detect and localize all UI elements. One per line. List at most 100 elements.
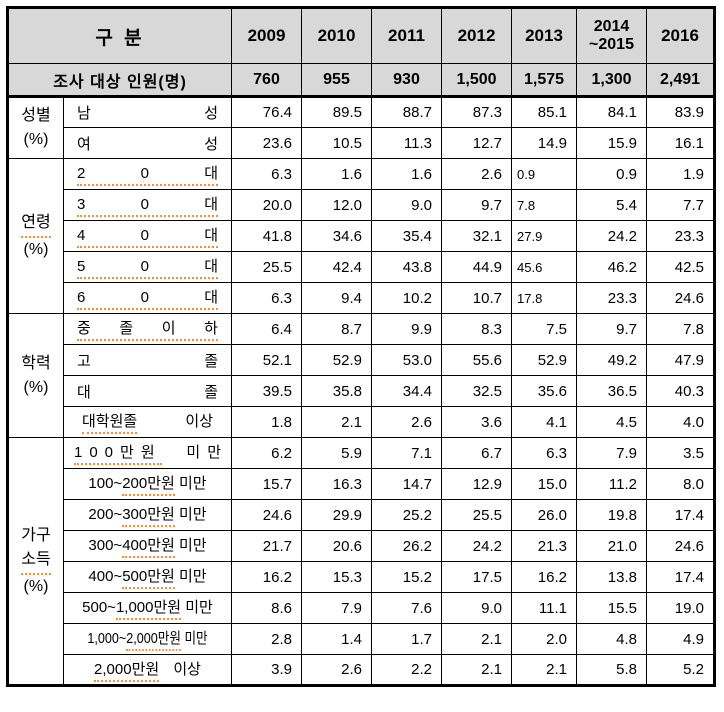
- value-cell: 9.7: [441, 189, 512, 221]
- value-cell: 11.2: [576, 468, 647, 500]
- value-cell: 3.6: [441, 406, 512, 438]
- survey-count-value: 955: [301, 63, 372, 98]
- table-row-income-400-500: 400~500만원 미만 16.2 15.3 15.2 17.5 16.2 13…: [8, 561, 715, 593]
- value-cell: 55.6: [441, 344, 512, 376]
- value-cell: 16.3: [301, 468, 372, 500]
- value-cell: 9.0: [371, 189, 442, 221]
- value-cell: 21.3: [511, 530, 577, 562]
- value-cell: 11.1: [511, 592, 577, 624]
- section-label-income: 가구 소득 (%): [7, 437, 64, 686]
- table-row-income-1000-2000: 1,000~2,000만원 미만 2.8 1.4 1.7 2.1 2.0 4.8…: [8, 623, 715, 655]
- value-cell: 15.2: [371, 561, 442, 593]
- row-label-cell: 2,000만원 이상: [63, 654, 232, 686]
- category-header-cell: 구 분: [7, 7, 232, 64]
- value-cell: 9.4: [301, 282, 372, 314]
- value-cell: 16.1: [646, 127, 715, 159]
- section-label-line: 가구: [21, 526, 51, 544]
- value-cell: 32.5: [441, 375, 512, 407]
- value-cell: 15.9: [576, 127, 647, 159]
- value-cell: 7.7: [646, 189, 715, 221]
- page: 구 분 2009 2010 2011 2012 2013 2014 ~2015 …: [6, 6, 716, 687]
- table-header-row: 구 분 2009 2010 2011 2012 2013 2014 ~2015 …: [7, 7, 715, 64]
- value-cell: 39.5: [231, 375, 302, 407]
- value-cell: 4.9: [646, 623, 715, 655]
- table-row-income-100-200: 100~200만원 미만 15.7 16.3 14.7 12.9 15.0 11…: [8, 468, 715, 500]
- row-label-cell: 200~300만원 미만: [63, 499, 232, 531]
- value-cell: 0.9: [511, 158, 577, 190]
- value-cell: 83.9: [646, 96, 715, 128]
- value-cell: 88.7: [371, 96, 442, 128]
- survey-count-label: 조사 대상 인원(명): [7, 63, 232, 98]
- section-label-education: 학력 (%): [7, 313, 64, 438]
- value-cell: 17.5: [441, 561, 512, 593]
- value-cell: 24.2: [441, 530, 512, 562]
- value-cell: 1.4: [301, 623, 372, 655]
- value-cell: 34.4: [371, 375, 442, 407]
- value-cell: 2.2: [371, 654, 442, 686]
- value-cell: 1.7: [371, 623, 442, 655]
- value-cell: 76.4: [231, 96, 302, 128]
- value-cell: 42.4: [301, 251, 372, 283]
- row-label-cell: 100만원 미만: [63, 437, 232, 469]
- table-row-income-over2000: 2,000만원 이상 3.9 2.6 2.2 2.1 2.1 5.8 5.2: [8, 654, 715, 686]
- value-cell: 20.6: [301, 530, 372, 562]
- value-cell: 15.0: [511, 468, 577, 500]
- value-cell: 16.2: [231, 561, 302, 593]
- value-cell: 52.9: [301, 344, 372, 376]
- section-label-age: 연령 (%): [7, 158, 64, 314]
- value-cell: 10.5: [301, 127, 372, 159]
- value-cell: 2.6: [371, 406, 442, 438]
- value-cell: 35.4: [371, 220, 442, 252]
- value-cell: 25.5: [441, 499, 512, 531]
- year-header-cell: 2009: [231, 7, 302, 64]
- value-cell: 43.8: [371, 251, 442, 283]
- value-cell: 4.5: [576, 406, 647, 438]
- row-label-cell: 100~200만원 미만: [63, 468, 232, 500]
- value-cell: 11.3: [371, 127, 442, 159]
- section-label-line: (%): [23, 131, 49, 148]
- survey-count-value: 760: [231, 63, 302, 98]
- value-cell: 4.8: [576, 623, 647, 655]
- section-label-line: (%): [23, 577, 49, 595]
- value-cell: 16.2: [511, 561, 577, 593]
- value-cell: 7.5: [511, 313, 577, 345]
- value-cell: 4.0: [646, 406, 715, 438]
- row-label-cell: 대학원졸 이상: [63, 406, 232, 438]
- value-cell: 8.0: [646, 468, 715, 500]
- survey-count-value: 2,491: [646, 63, 715, 98]
- value-cell: 0.9: [576, 158, 647, 190]
- survey-count-value: 1,500: [441, 63, 512, 98]
- value-cell: 2.1: [441, 654, 512, 686]
- survey-count-value: 1,575: [511, 63, 577, 98]
- value-cell: 2.1: [511, 654, 577, 686]
- value-cell: 5.2: [646, 654, 715, 686]
- value-cell: 52.9: [511, 344, 577, 376]
- value-cell: 9.7: [576, 313, 647, 345]
- value-cell: 44.9: [441, 251, 512, 283]
- value-cell: 1.6: [371, 158, 442, 190]
- value-cell: 1.9: [646, 158, 715, 190]
- value-cell: 8.6: [231, 592, 302, 624]
- year-header-cell: 2013: [511, 7, 577, 64]
- value-cell: 24.2: [576, 220, 647, 252]
- year-header-cell: 2010: [301, 7, 372, 64]
- value-cell: 87.3: [441, 96, 512, 128]
- row-label-cell: 400~500만원 미만: [63, 561, 232, 593]
- value-cell: 2.6: [441, 158, 512, 190]
- section-label-line: (%): [23, 378, 49, 396]
- row-label-cell: 300~400만원 미만: [63, 530, 232, 562]
- value-cell: 2.1: [301, 406, 372, 438]
- value-cell: 15.3: [301, 561, 372, 593]
- value-cell: 7.8: [646, 313, 715, 345]
- value-cell: 4.1: [511, 406, 577, 438]
- survey-count-value: 930: [371, 63, 442, 98]
